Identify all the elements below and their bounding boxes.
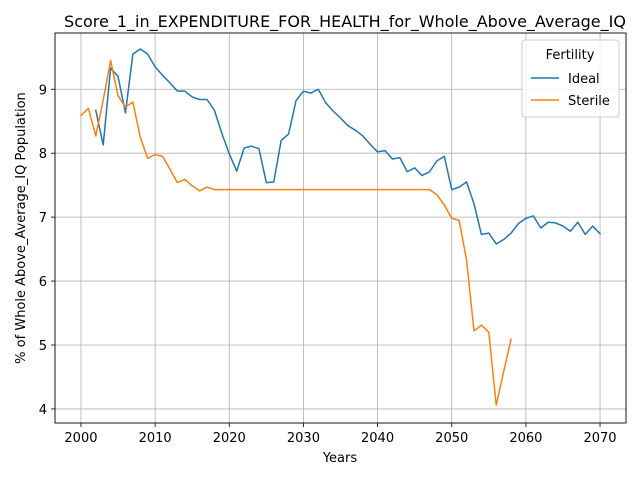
legend-label-ideal: Ideal xyxy=(568,72,600,87)
series-lines xyxy=(79,48,602,406)
x-tick-label: 2020 xyxy=(213,431,246,446)
y-axis-title: % of Whole Above_Average_IQ Population xyxy=(14,92,29,364)
x-tick-label: 2000 xyxy=(64,431,97,446)
legend: Fertility Ideal Sterile xyxy=(521,39,620,118)
x-tick-label: 2070 xyxy=(583,431,616,446)
x-axis-title: Years xyxy=(322,451,358,466)
legend-title: Fertility xyxy=(546,48,595,63)
y-tick-label: 6 xyxy=(39,275,47,290)
y-tick-label: 7 xyxy=(39,211,47,226)
x-tick-label: 2040 xyxy=(361,431,394,446)
legend-box xyxy=(521,39,620,118)
series-line-sterile xyxy=(79,59,512,406)
series-line-ideal xyxy=(94,48,602,245)
y-tick-label: 9 xyxy=(39,83,47,98)
x-tick-label: 2050 xyxy=(435,431,468,446)
legend-entries: Ideal Sterile xyxy=(531,72,610,109)
y-tick-label: 4 xyxy=(39,403,47,418)
y-axis: 4 5 6 7 8 9 xyxy=(39,83,55,418)
plot-frame xyxy=(54,32,627,424)
y-tick-label: 5 xyxy=(39,339,47,354)
x-tick-label: 2060 xyxy=(509,431,542,446)
x-axis: 2000 2010 2020 2030 2040 2050 2060 2070 xyxy=(64,423,617,446)
legend-label-sterile: Sterile xyxy=(568,94,610,109)
x-tick-label: 2030 xyxy=(287,431,320,446)
y-tick-label: 8 xyxy=(39,147,47,162)
chart-title: Score_1_in_EXPENDITURE_FOR_HEALTH_for_Wh… xyxy=(64,12,626,32)
x-tick-label: 2010 xyxy=(139,431,172,446)
